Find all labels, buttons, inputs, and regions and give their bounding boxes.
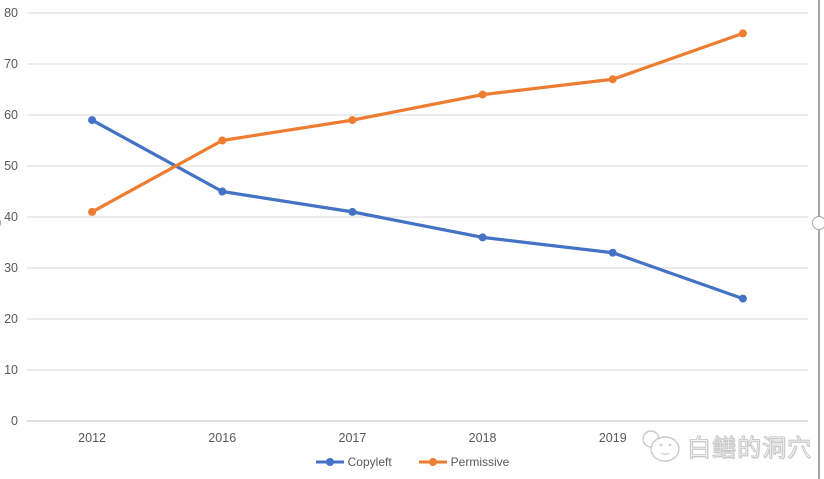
legend-marker-icon — [418, 458, 447, 466]
x-tick-label: 2018 — [469, 431, 497, 445]
legend-item-copyleft[interactable]: Copyleft — [315, 455, 392, 469]
data-point-copyleft[interactable] — [478, 233, 487, 242]
watermark-mascot-icon — [642, 429, 680, 462]
y-tick-label: 60 — [4, 108, 18, 122]
data-point-copyleft[interactable] — [348, 207, 357, 216]
legend-label: Permissive — [450, 455, 510, 469]
y-tick-label: 40 — [4, 210, 18, 224]
resize-handle-right[interactable] — [812, 216, 824, 230]
series-line-copyleft — [90, 118, 745, 301]
legend-item-permissive[interactable]: Permissive — [418, 455, 510, 469]
data-point-permissive[interactable] — [88, 207, 97, 216]
watermark: 白鳝的洞穴 — [640, 428, 812, 463]
data-point-permissive[interactable] — [738, 29, 747, 38]
data-point-permissive[interactable] — [218, 136, 227, 145]
legend-marker-icon — [315, 458, 344, 466]
data-point-permissive[interactable] — [348, 116, 357, 125]
y-tick-label: 70 — [4, 57, 18, 71]
x-tick-label: 2016 — [208, 431, 236, 445]
x-tick-label: 2012 — [78, 431, 106, 445]
data-point-copyleft[interactable] — [218, 187, 227, 196]
data-point-copyleft[interactable] — [88, 116, 97, 125]
y-tick-label: 30 — [4, 261, 18, 275]
y-tick-label: 80 — [4, 6, 18, 20]
y-tick-label: 10 — [4, 363, 18, 377]
x-tick-label: 2019 — [599, 431, 627, 445]
data-point-copyleft[interactable] — [608, 248, 617, 257]
watermark-text: 白鳝的洞穴 — [687, 435, 812, 463]
y-tick-label: 20 — [4, 312, 18, 326]
series-line-permissive — [90, 31, 745, 214]
y-tick-label: 50 — [4, 159, 18, 173]
x-tick-label: 2017 — [339, 431, 367, 445]
data-point-permissive[interactable] — [478, 90, 487, 99]
data-point-copyleft[interactable] — [738, 294, 747, 303]
legend-label: Copyleft — [347, 455, 392, 469]
data-point-permissive[interactable] — [608, 75, 617, 84]
chart-legend: Copyleft Permissive — [0, 455, 824, 469]
selection-border-right — [818, 0, 820, 479]
y-tick-label: 0 — [11, 414, 18, 428]
